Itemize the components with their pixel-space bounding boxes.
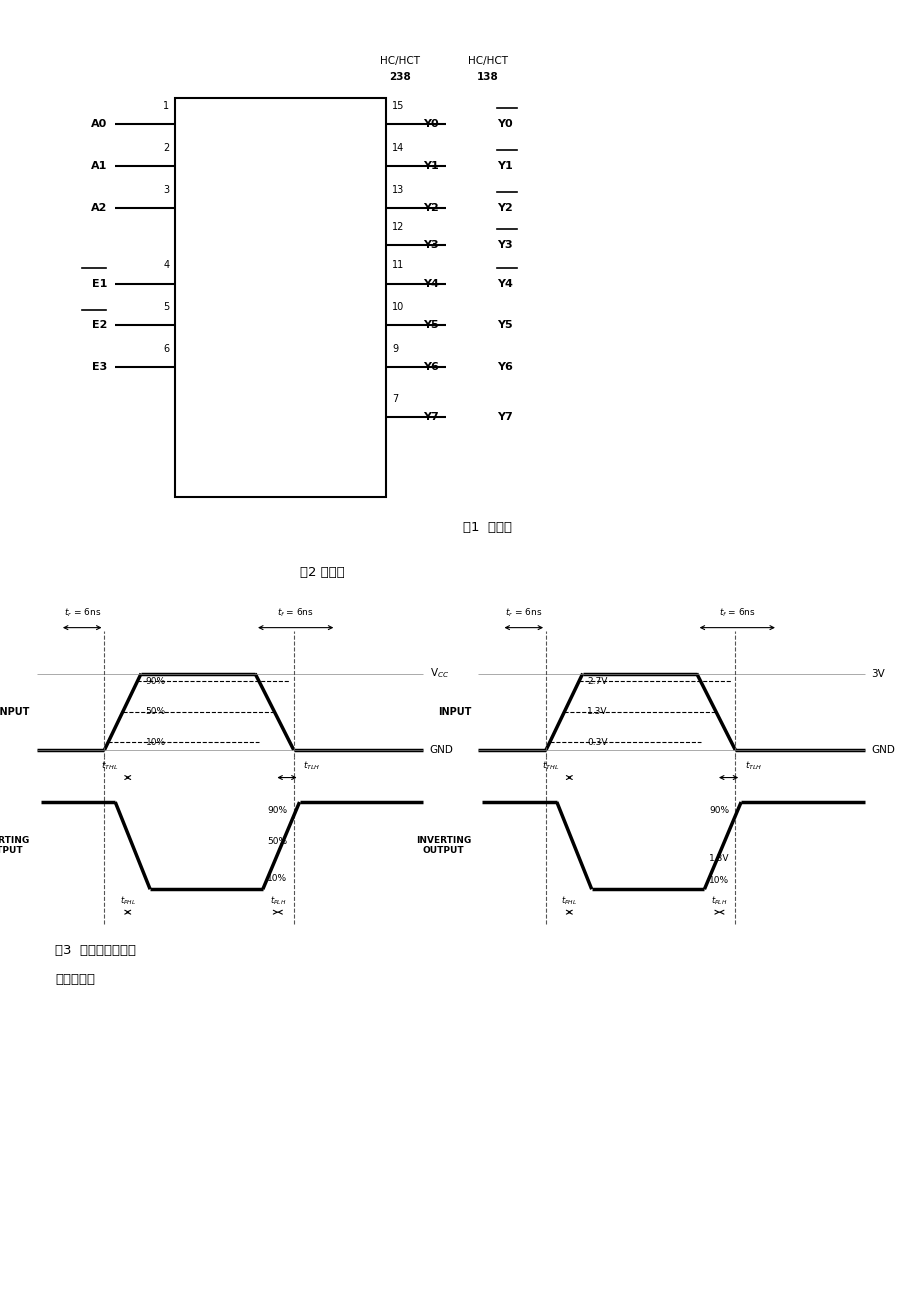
- Text: 1.3V: 1.3V: [586, 707, 607, 716]
- Text: Y2: Y2: [496, 203, 512, 212]
- Text: 90%: 90%: [267, 806, 288, 815]
- Text: 5: 5: [163, 302, 169, 312]
- Text: E1: E1: [92, 279, 108, 289]
- Text: $t_{THL}$: $t_{THL}$: [542, 760, 559, 772]
- Text: $t_{PLH}$: $t_{PLH}$: [710, 894, 727, 907]
- Text: GND: GND: [870, 745, 894, 755]
- Text: Y0: Y0: [496, 118, 512, 129]
- Text: Y6: Y6: [423, 362, 438, 372]
- Text: 50%: 50%: [267, 837, 288, 846]
- Text: Y7: Y7: [496, 413, 512, 422]
- Text: 10%: 10%: [145, 738, 165, 747]
- Text: 90%: 90%: [145, 677, 165, 686]
- Text: A2: A2: [91, 203, 108, 212]
- Text: GND: GND: [429, 745, 453, 755]
- Text: Y7: Y7: [423, 413, 438, 422]
- Text: $t_f$ = 6ns: $t_f$ = 6ns: [277, 605, 313, 618]
- Text: Y6: Y6: [496, 362, 512, 372]
- Text: Y4: Y4: [496, 279, 512, 289]
- Text: $t_{TLH}$: $t_{TLH}$: [303, 760, 321, 772]
- Text: 图1  引脚图: 图1 引脚图: [462, 521, 512, 534]
- Text: 1.3V: 1.3V: [709, 854, 729, 863]
- Text: 图3  测试电路和波形: 图3 测试电路和波形: [55, 944, 136, 957]
- Text: 15: 15: [391, 100, 403, 111]
- Text: A1: A1: [91, 160, 108, 171]
- Text: V$_{CC}$: V$_{CC}$: [429, 667, 448, 681]
- Text: 12: 12: [391, 221, 403, 232]
- Text: $t_r$ = 6ns: $t_r$ = 6ns: [505, 605, 542, 618]
- Text: INVERTING
OUTPUT: INVERTING OUTPUT: [415, 836, 471, 855]
- Text: 2.7V: 2.7V: [586, 677, 607, 686]
- Text: Y5: Y5: [423, 320, 438, 331]
- Text: 0.3V: 0.3V: [586, 738, 607, 747]
- Text: 4: 4: [163, 260, 169, 271]
- Bar: [175, 98, 386, 497]
- Text: Y0: Y0: [423, 118, 438, 129]
- Text: $t_{PHL}$: $t_{PHL}$: [561, 894, 577, 907]
- Text: A0: A0: [91, 118, 108, 129]
- Text: INVERTING
OUTPUT: INVERTING OUTPUT: [0, 836, 29, 855]
- Text: 3V: 3V: [870, 668, 884, 678]
- Text: 13: 13: [391, 185, 403, 194]
- Text: 10%: 10%: [709, 876, 729, 885]
- Text: Y1: Y1: [496, 160, 512, 171]
- Text: 238: 238: [389, 72, 411, 82]
- Text: 图2 功能图: 图2 功能图: [300, 566, 344, 579]
- Text: 应用电路：: 应用电路：: [55, 973, 95, 986]
- Text: 7: 7: [391, 395, 398, 405]
- Text: $t_{THL}$: $t_{THL}$: [101, 760, 118, 772]
- Text: Y3: Y3: [496, 240, 512, 250]
- Text: 1: 1: [163, 100, 169, 111]
- Text: E3: E3: [92, 362, 108, 372]
- Text: Y5: Y5: [496, 320, 512, 331]
- Text: Y2: Y2: [423, 203, 438, 212]
- Text: 2: 2: [163, 143, 169, 152]
- Text: 10: 10: [391, 302, 403, 312]
- Text: HC/HCT: HC/HCT: [380, 56, 420, 66]
- Text: 14: 14: [391, 143, 403, 152]
- Text: Y1: Y1: [423, 160, 438, 171]
- Text: $t_r$ = 6ns: $t_r$ = 6ns: [63, 605, 101, 618]
- Text: $t_{PLH}$: $t_{PLH}$: [269, 894, 286, 907]
- Text: 9: 9: [391, 345, 398, 354]
- Text: 138: 138: [476, 72, 498, 82]
- Text: HC/HCT: HC/HCT: [467, 56, 507, 66]
- Text: $t_{TLH}$: $t_{TLH}$: [744, 760, 762, 772]
- Text: INPUT: INPUT: [0, 707, 29, 717]
- Text: 90%: 90%: [709, 806, 729, 815]
- Text: $t_f$ = 6ns: $t_f$ = 6ns: [718, 605, 754, 618]
- Text: E2: E2: [92, 320, 108, 331]
- Text: 3: 3: [163, 185, 169, 194]
- Text: 6: 6: [163, 345, 169, 354]
- Text: INPUT: INPUT: [437, 707, 471, 717]
- Text: Y4: Y4: [423, 279, 438, 289]
- Text: 50%: 50%: [145, 707, 165, 716]
- Text: 11: 11: [391, 260, 403, 271]
- Text: 10%: 10%: [267, 874, 288, 883]
- Text: $t_{PHL}$: $t_{PHL}$: [119, 894, 136, 907]
- Text: Y3: Y3: [423, 240, 438, 250]
